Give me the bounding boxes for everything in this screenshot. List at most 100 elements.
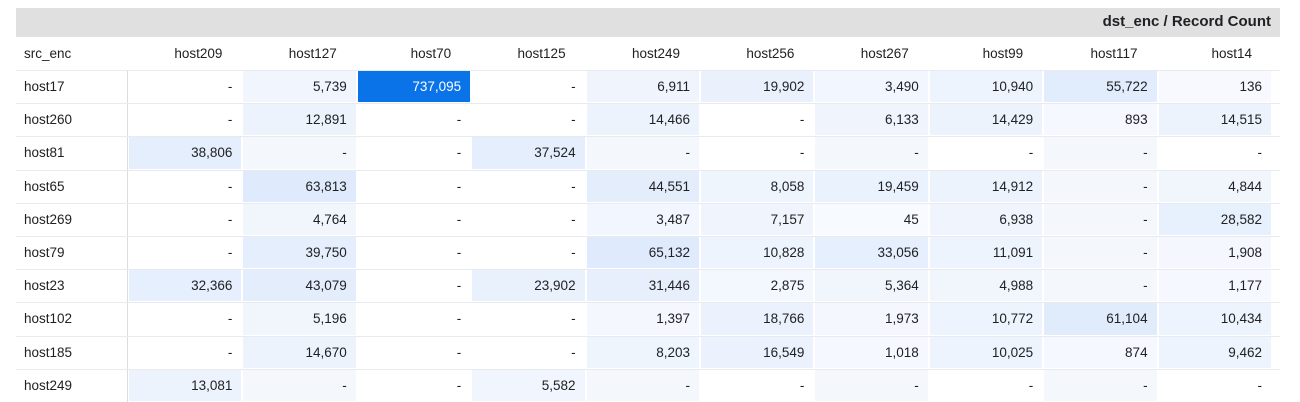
table-cell: - bbox=[129, 170, 242, 202]
table-cell: 5,364 bbox=[815, 270, 928, 302]
table-cell: 893 bbox=[1044, 104, 1157, 136]
table-cell: 61,104 bbox=[1044, 303, 1157, 335]
column-header-host14[interactable]: host14 bbox=[1211, 46, 1252, 61]
table-cell: - bbox=[243, 137, 356, 169]
table-cell: 1,973 bbox=[815, 303, 928, 335]
column-header-host267[interactable]: host267 bbox=[860, 46, 909, 61]
table-cell: - bbox=[357, 270, 471, 302]
table-cell: 28,582 bbox=[1158, 203, 1271, 235]
table-cell: - bbox=[815, 369, 928, 401]
column-header-host127[interactable]: host127 bbox=[288, 46, 337, 61]
table-cell: - bbox=[357, 104, 471, 136]
column-header-host99[interactable]: host99 bbox=[982, 46, 1024, 61]
table-cell: - bbox=[472, 203, 585, 235]
table-cell: - bbox=[1044, 369, 1157, 401]
table-cell: 3,490 bbox=[815, 71, 928, 103]
row-label-host65: host65 bbox=[24, 178, 65, 194]
row-label-host23: host23 bbox=[24, 278, 65, 294]
table-cell: - bbox=[701, 137, 814, 169]
table-cell: 10,025 bbox=[929, 336, 1043, 368]
table-cell: - bbox=[1044, 237, 1157, 269]
table-cell: - bbox=[357, 336, 471, 368]
table-cell: 9,462 bbox=[1158, 336, 1271, 368]
column-header-host209[interactable]: host209 bbox=[174, 46, 223, 61]
table-cell: - bbox=[129, 237, 242, 269]
table-cell: 4,844 bbox=[1158, 170, 1271, 202]
row-divider bbox=[16, 335, 1280, 337]
table-cell: 65,132 bbox=[586, 237, 699, 269]
table-cell: - bbox=[472, 303, 585, 335]
table-cell: 32,366 bbox=[129, 270, 242, 302]
row-label-host81: host81 bbox=[24, 145, 65, 161]
table-cell: 12,891 bbox=[243, 104, 356, 136]
table-cell: - bbox=[1044, 203, 1157, 235]
table-cell: - bbox=[929, 369, 1043, 401]
row-label-host17: host17 bbox=[24, 79, 65, 94]
table-cell: - bbox=[472, 237, 585, 269]
table-cell: - bbox=[129, 71, 242, 103]
table-cell: 38,806 bbox=[129, 137, 242, 169]
table-cell: 14,429 bbox=[929, 104, 1043, 136]
table-cell: 18,766 bbox=[701, 303, 814, 335]
table-cell: 37,524 bbox=[472, 137, 585, 169]
column-header-host125[interactable]: host125 bbox=[517, 46, 566, 61]
row-label-host269: host269 bbox=[24, 211, 73, 227]
table-cell: 33,056 bbox=[815, 237, 928, 269]
table-cell: 63,813 bbox=[243, 170, 356, 202]
pivot-table: dst_enc / Record Count src_enc host209 hos… bbox=[16, 8, 1280, 402]
column-header-host117[interactable]: host117 bbox=[1090, 46, 1138, 61]
row-divider bbox=[16, 202, 1280, 204]
metric-title: dst_enc / Record Count bbox=[1102, 13, 1271, 30]
row-divider bbox=[16, 368, 1280, 370]
table-cell: 11,091 bbox=[929, 237, 1043, 269]
table-cell: 5,739 bbox=[243, 71, 356, 103]
row-divider bbox=[16, 236, 1280, 237]
table-cell: - bbox=[929, 137, 1043, 169]
table-cell: - bbox=[1044, 137, 1157, 169]
table-cell: - bbox=[129, 336, 242, 368]
table-cell: - bbox=[1044, 170, 1157, 202]
column-header-host249[interactable]: host249 bbox=[631, 46, 680, 61]
table-cell: 16,549 bbox=[701, 336, 814, 368]
table-cell: 1,177 bbox=[1158, 270, 1271, 302]
table-cell: - bbox=[129, 104, 242, 136]
table-cell: 6,938 bbox=[929, 203, 1043, 235]
table-cell: 14,515 bbox=[1158, 104, 1271, 136]
table-cell: 737,095 bbox=[357, 71, 471, 103]
table-cell: 2,875 bbox=[701, 270, 814, 302]
table-cell: - bbox=[1158, 369, 1271, 401]
table-cell: - bbox=[1158, 137, 1271, 169]
table-cell: - bbox=[586, 369, 699, 401]
table-cell: 6,911 bbox=[586, 71, 699, 103]
row-divider bbox=[16, 302, 1280, 304]
table-cell: 39,750 bbox=[243, 237, 356, 269]
table-cell: 6,133 bbox=[815, 104, 928, 136]
table-cell: - bbox=[1044, 270, 1157, 302]
table-cell: 10,772 bbox=[929, 303, 1043, 335]
table-cell: 5,196 bbox=[243, 303, 356, 335]
table-cell: 8,203 bbox=[586, 336, 699, 368]
row-label-host102: host102 bbox=[24, 311, 73, 327]
table-cell: 874 bbox=[1044, 336, 1157, 368]
table-cell: 10,940 bbox=[929, 71, 1043, 103]
table-cell: 44,551 bbox=[586, 170, 699, 202]
column-header-host256[interactable]: host256 bbox=[746, 46, 795, 61]
table-cell: 14,912 bbox=[929, 170, 1043, 202]
table-cell: - bbox=[129, 303, 242, 335]
column-header-host70[interactable]: host70 bbox=[410, 46, 452, 61]
table-cell: 7,157 bbox=[701, 203, 814, 235]
table-cell: 3,487 bbox=[586, 203, 699, 235]
row-divider bbox=[16, 70, 1280, 71]
row-label-host260: host260 bbox=[24, 112, 73, 128]
table-cell: 14,670 bbox=[243, 336, 356, 368]
table-cell: 1,908 bbox=[1158, 237, 1271, 269]
table-cell: 13,081 bbox=[129, 369, 242, 401]
table-cell: 19,902 bbox=[701, 71, 814, 103]
table-cell: 136 bbox=[1158, 71, 1271, 103]
row-header-label[interactable]: src_enc bbox=[24, 46, 72, 61]
table-cell: - bbox=[357, 369, 471, 401]
row-label-host249: host249 bbox=[24, 377, 73, 393]
table-cell: 19,459 bbox=[815, 170, 928, 202]
table-cell: - bbox=[586, 137, 699, 169]
table-cell: - bbox=[701, 104, 814, 136]
